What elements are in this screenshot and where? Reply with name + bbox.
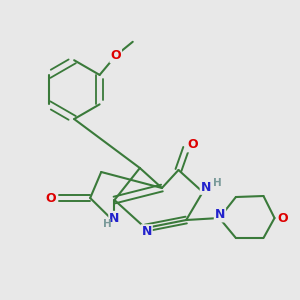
Text: N: N xyxy=(141,225,152,238)
Text: H: H xyxy=(213,178,222,188)
Text: N: N xyxy=(109,212,120,225)
Text: O: O xyxy=(187,138,198,152)
Text: O: O xyxy=(110,49,121,62)
Text: O: O xyxy=(278,212,289,224)
Text: N: N xyxy=(201,181,211,194)
Text: O: O xyxy=(45,191,56,205)
Text: H: H xyxy=(103,220,111,230)
Text: N: N xyxy=(215,208,225,221)
